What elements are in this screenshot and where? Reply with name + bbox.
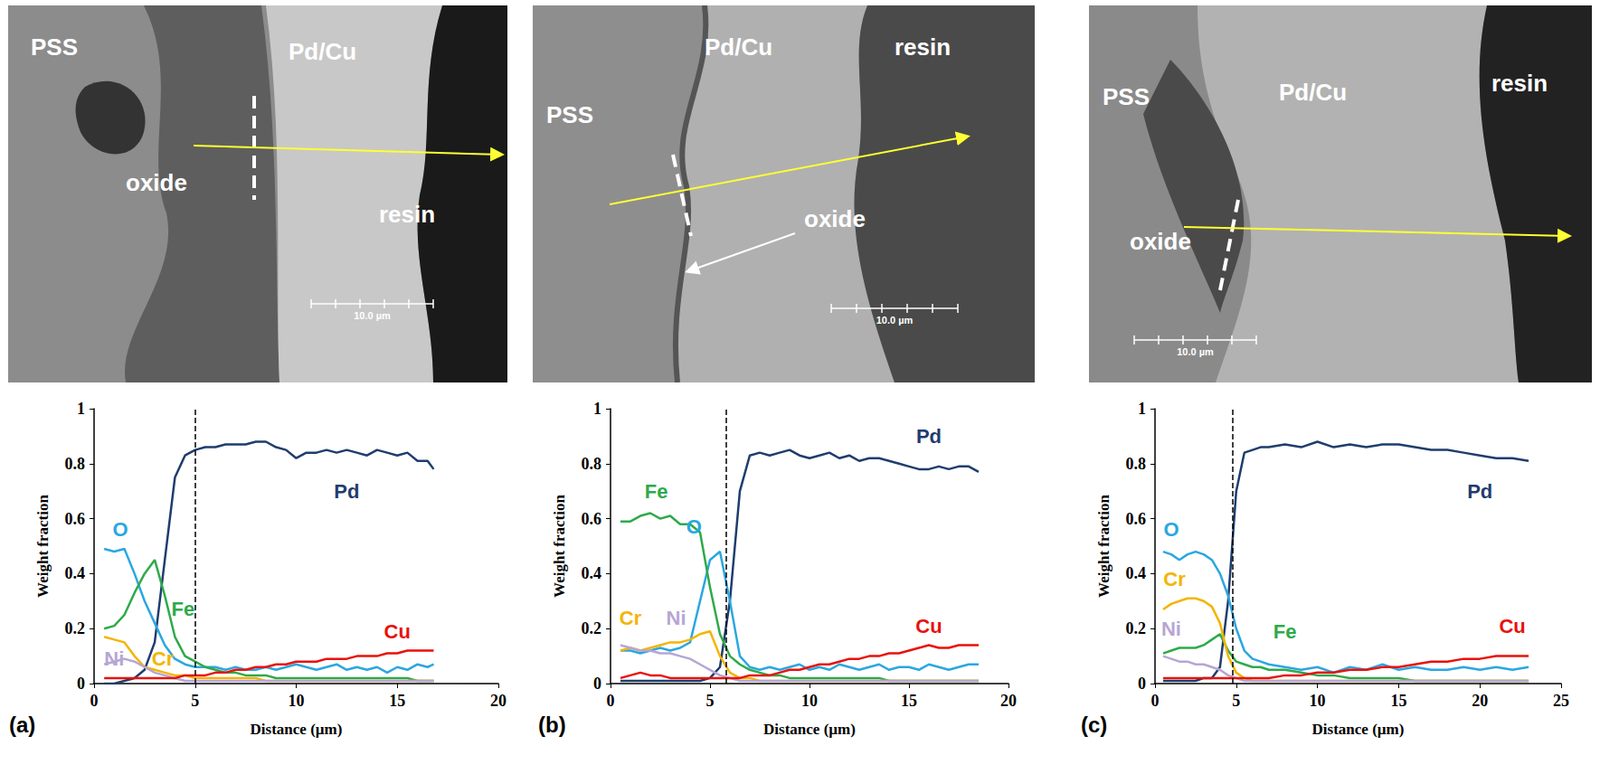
svg-text:oxide: oxide — [1129, 227, 1192, 256]
svg-text:10.0 µm: 10.0 µm — [353, 310, 391, 322]
svg-text:Fe: Fe — [644, 480, 669, 503]
svg-text:0: 0 — [1151, 691, 1160, 711]
svg-text:5: 5 — [1231, 691, 1241, 711]
svg-text:0.6: 0.6 — [581, 510, 603, 529]
svg-text:Ni: Ni — [104, 647, 124, 671]
svg-text:10.0 µm: 10.0 µm — [876, 314, 914, 326]
svg-text:Weight fraction: Weight fraction — [1095, 494, 1113, 598]
svg-text:Fe: Fe — [1273, 620, 1298, 644]
svg-text:15: 15 — [1390, 691, 1407, 711]
svg-text:0.4: 0.4 — [65, 564, 86, 583]
svg-text:10: 10 — [801, 691, 818, 711]
svg-text:15: 15 — [900, 691, 918, 711]
svg-text:Ni: Ni — [666, 606, 687, 630]
svg-text:15: 15 — [388, 691, 406, 711]
svg-text:0.2: 0.2 — [1126, 619, 1147, 638]
svg-text:Distance (µm): Distance (µm) — [1312, 720, 1405, 739]
svg-text:0.2: 0.2 — [581, 619, 603, 638]
svg-text:Cu: Cu — [384, 620, 411, 644]
svg-text:Cu: Cu — [1498, 615, 1525, 638]
svg-text:0: 0 — [606, 691, 616, 711]
svg-text:Pd/Cu: Pd/Cu — [288, 37, 357, 66]
svg-text:Ni: Ni — [1161, 617, 1182, 641]
svg-text:Weight fraction: Weight fraction — [34, 494, 52, 598]
svg-text:O: O — [686, 515, 702, 539]
svg-text:5: 5 — [190, 691, 199, 711]
svg-text:0: 0 — [90, 691, 99, 711]
svg-text:Pd/Cu: Pd/Cu — [1278, 78, 1347, 106]
svg-text:5: 5 — [706, 691, 715, 711]
svg-text:20: 20 — [1000, 691, 1017, 711]
svg-text:Cr: Cr — [151, 647, 175, 671]
svg-text:(a): (a) — [9, 712, 36, 738]
svg-text:1: 1 — [593, 399, 602, 418]
svg-text:Cu: Cu — [915, 615, 942, 638]
svg-text:O: O — [1163, 518, 1179, 541]
svg-text:Distance (µm): Distance (µm) — [250, 720, 343, 739]
svg-text:Pd: Pd — [916, 425, 942, 448]
svg-text:Cr: Cr — [619, 606, 643, 630]
svg-text:20: 20 — [490, 691, 507, 711]
svg-text:10.0 µm: 10.0 µm — [1176, 346, 1214, 358]
svg-text:25: 25 — [1552, 691, 1570, 711]
svg-text:0.4: 0.4 — [581, 564, 603, 583]
svg-text:0: 0 — [593, 674, 602, 693]
svg-text:O: O — [112, 518, 128, 541]
svg-text:0.8: 0.8 — [581, 454, 603, 474]
svg-text:0.6: 0.6 — [1126, 510, 1147, 529]
svg-text:Weight fraction: Weight fraction — [550, 494, 569, 598]
svg-text:0.6: 0.6 — [65, 510, 86, 529]
svg-text:Fe: Fe — [170, 597, 195, 621]
svg-text:PSS: PSS — [1102, 83, 1150, 111]
svg-text:resin: resin — [1491, 69, 1548, 97]
svg-text:0: 0 — [1137, 674, 1146, 693]
svg-text:Pd/Cu: Pd/Cu — [704, 33, 773, 61]
svg-text:PSS: PSS — [30, 33, 78, 61]
svg-text:PSS: PSS — [546, 101, 594, 129]
svg-text:0: 0 — [76, 674, 86, 693]
svg-text:1: 1 — [76, 399, 86, 418]
svg-text:oxide: oxide — [804, 205, 866, 233]
svg-text:0.8: 0.8 — [65, 454, 86, 474]
svg-text:(b): (b) — [538, 712, 567, 738]
svg-text:1: 1 — [1137, 399, 1146, 418]
svg-text:10: 10 — [288, 691, 305, 711]
svg-text:Pd: Pd — [333, 480, 360, 503]
svg-text:20: 20 — [1471, 691, 1488, 711]
svg-text:0.8: 0.8 — [1126, 454, 1147, 474]
svg-text:Cr: Cr — [1163, 568, 1186, 591]
svg-text:0.2: 0.2 — [65, 619, 86, 638]
svg-text:resin: resin — [894, 33, 951, 61]
svg-text:oxide: oxide — [125, 169, 188, 197]
svg-text:10: 10 — [1309, 691, 1326, 711]
svg-text:0.4: 0.4 — [1126, 564, 1147, 583]
svg-text:Distance (µm): Distance (µm) — [763, 720, 856, 739]
svg-text:(c): (c) — [1080, 712, 1108, 738]
svg-text:resin: resin — [378, 200, 436, 228]
svg-text:Pd: Pd — [1467, 480, 1493, 503]
